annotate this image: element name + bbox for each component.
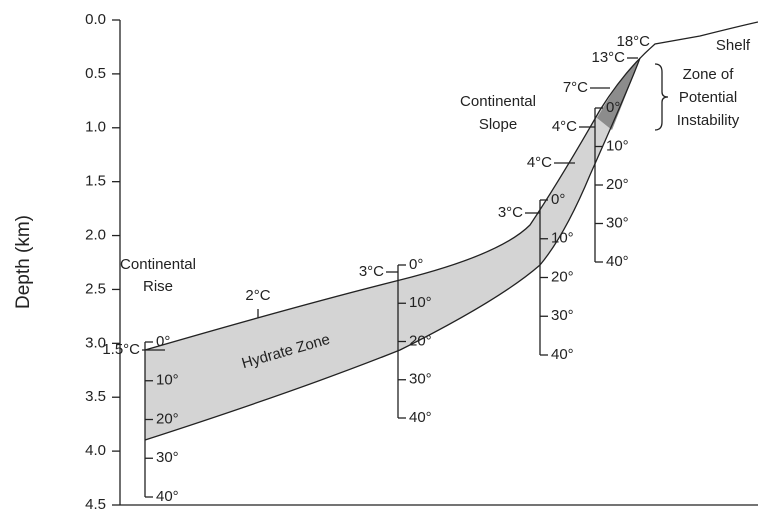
scale-label: 30° [409, 371, 432, 388]
temperature-label: 4°C [527, 154, 552, 171]
scale-label: 40° [606, 253, 629, 270]
temperature-label: 13°C [591, 49, 625, 66]
instability-zone [597, 58, 640, 130]
y-tick-label: 4.0 [85, 442, 106, 459]
scale-label: 10° [409, 294, 432, 311]
region-label: Continental [120, 256, 196, 273]
diagram: Depth (km) 0.00.51.01.52.02.53.03.54.04.… [0, 0, 758, 514]
temperature-label: 2°C [245, 287, 270, 304]
y-tick-label: 2.0 [85, 227, 106, 244]
axis-label: Depth (km) [13, 215, 34, 309]
temperature-label: 1.5°C [102, 341, 140, 358]
region-label: Potential [679, 89, 737, 106]
region-label: Shelf [716, 37, 751, 54]
scale-label: 20° [606, 176, 629, 193]
region-label: Instability [677, 112, 740, 129]
scale-label: 10° [606, 137, 629, 154]
scale-label: 40° [409, 409, 432, 426]
scale-label: 10° [551, 230, 574, 247]
y-tick-label: 3.5 [85, 388, 106, 405]
region-label: Zone of [683, 66, 735, 83]
region-label: Rise [143, 278, 173, 295]
scale-label: 0° [156, 333, 170, 350]
temperature-label: 18°C [616, 33, 650, 50]
temperature-label: 3°C [498, 204, 523, 221]
scale-label: 20° [409, 332, 432, 349]
scale-label: 30° [551, 307, 574, 324]
scale-label: 30° [606, 214, 629, 231]
temperature-label: 4°C [552, 118, 577, 135]
region-label: Slope [479, 116, 517, 133]
scale-label: 0° [551, 191, 565, 208]
y-tick-label: 1.5 [85, 173, 106, 190]
scale-label: 0° [606, 99, 620, 116]
hydrate-zone [145, 58, 640, 440]
scale-label: 40° [551, 346, 574, 363]
y-tick-label: 1.0 [85, 119, 106, 136]
y-tick-label: 0.5 [85, 65, 106, 82]
scale-label: 20° [551, 268, 574, 285]
y-tick-label: 0.0 [85, 11, 106, 28]
scale-label: 40° [156, 488, 179, 505]
brace [655, 64, 668, 130]
region-label: Continental [460, 93, 536, 110]
scale-label: 0° [409, 256, 423, 273]
y-tick-label: 2.5 [85, 280, 106, 297]
scale-label: 10° [156, 372, 179, 389]
temperature-label: 7°C [563, 79, 588, 96]
y-tick-label: 4.5 [85, 496, 106, 513]
scale-label: 30° [156, 449, 179, 466]
temperature-label: 3°C [359, 263, 384, 280]
scale-label: 20° [156, 410, 179, 427]
